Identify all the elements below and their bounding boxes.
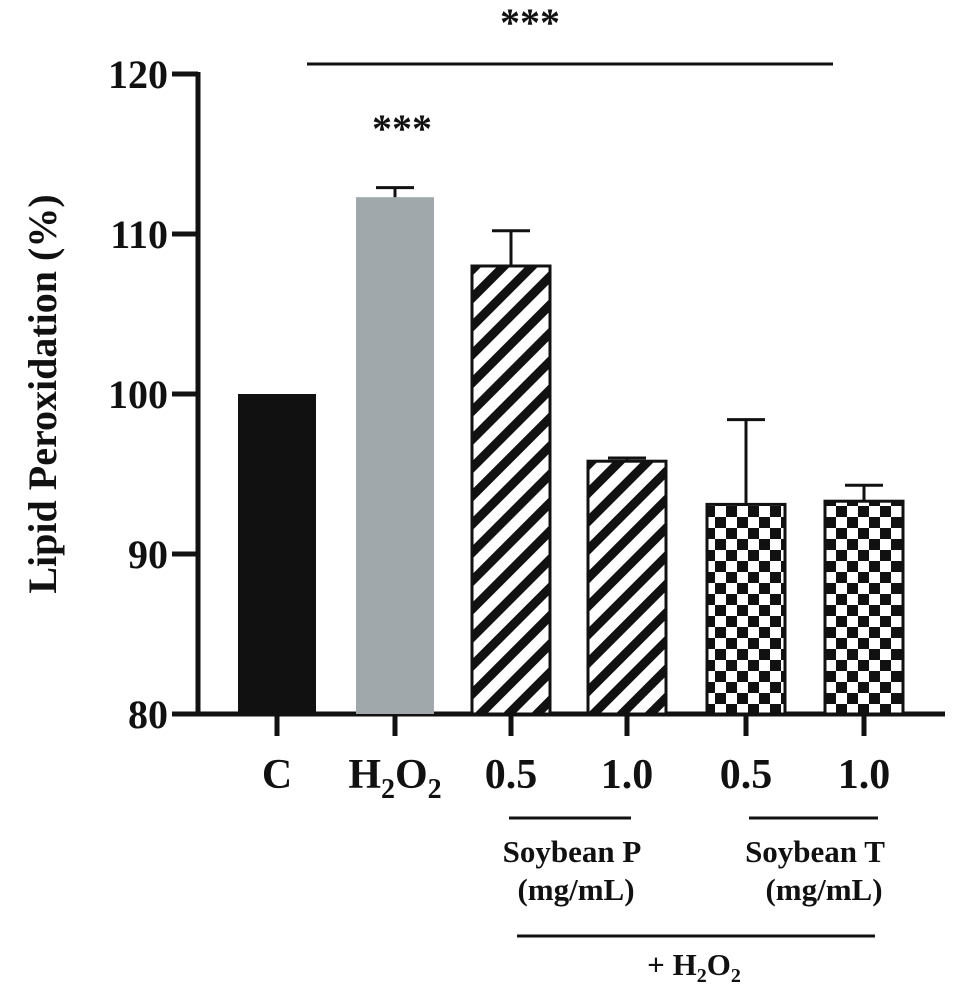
bar-3: [586, 459, 668, 716]
soybean-t-unit: (mg/mL): [765, 872, 882, 907]
y-tick-label-80: 80: [128, 692, 168, 737]
x-tick-label-3: 1.0: [601, 752, 654, 798]
bar-2: [470, 264, 552, 716]
x-tick-label-2: 0.5: [485, 752, 538, 798]
bar-5: [823, 499, 905, 716]
x-tick-label-5: 1.0: [838, 752, 891, 798]
y-tick-label-90: 90: [128, 532, 168, 577]
y-tick-label-110: 110: [110, 212, 168, 257]
error-bars: [376, 186, 883, 505]
y-tick-label-120: 120: [108, 52, 168, 97]
y-tick-label-100: 100: [108, 372, 168, 417]
x-tick-label-4: 0.5: [720, 752, 773, 798]
bar-0: [238, 394, 316, 714]
x-ticks: C H2O2 0.5 1.0 0.5 1.0: [262, 714, 890, 805]
soybean-p-label: Soybean P: [503, 834, 642, 869]
bars: [238, 197, 905, 716]
soybean-p-unit: (mg/mL): [517, 872, 634, 907]
treatment-label: + H2O2: [647, 947, 741, 987]
soybean-t-label: Soybean T: [745, 834, 885, 869]
y-ticks: 80 90 100 110 120: [108, 52, 198, 737]
h2o2-significance-marker: ***: [372, 106, 432, 151]
bracket-significance-marker: ***: [500, 0, 560, 45]
bar-1: [356, 197, 434, 714]
x-tick-label-0: C: [262, 752, 292, 798]
y-axis-label: Lipid Peroxidation (%): [20, 194, 65, 593]
bar-4: [705, 502, 787, 716]
x-tick-label-1: H2O2: [348, 752, 441, 805]
